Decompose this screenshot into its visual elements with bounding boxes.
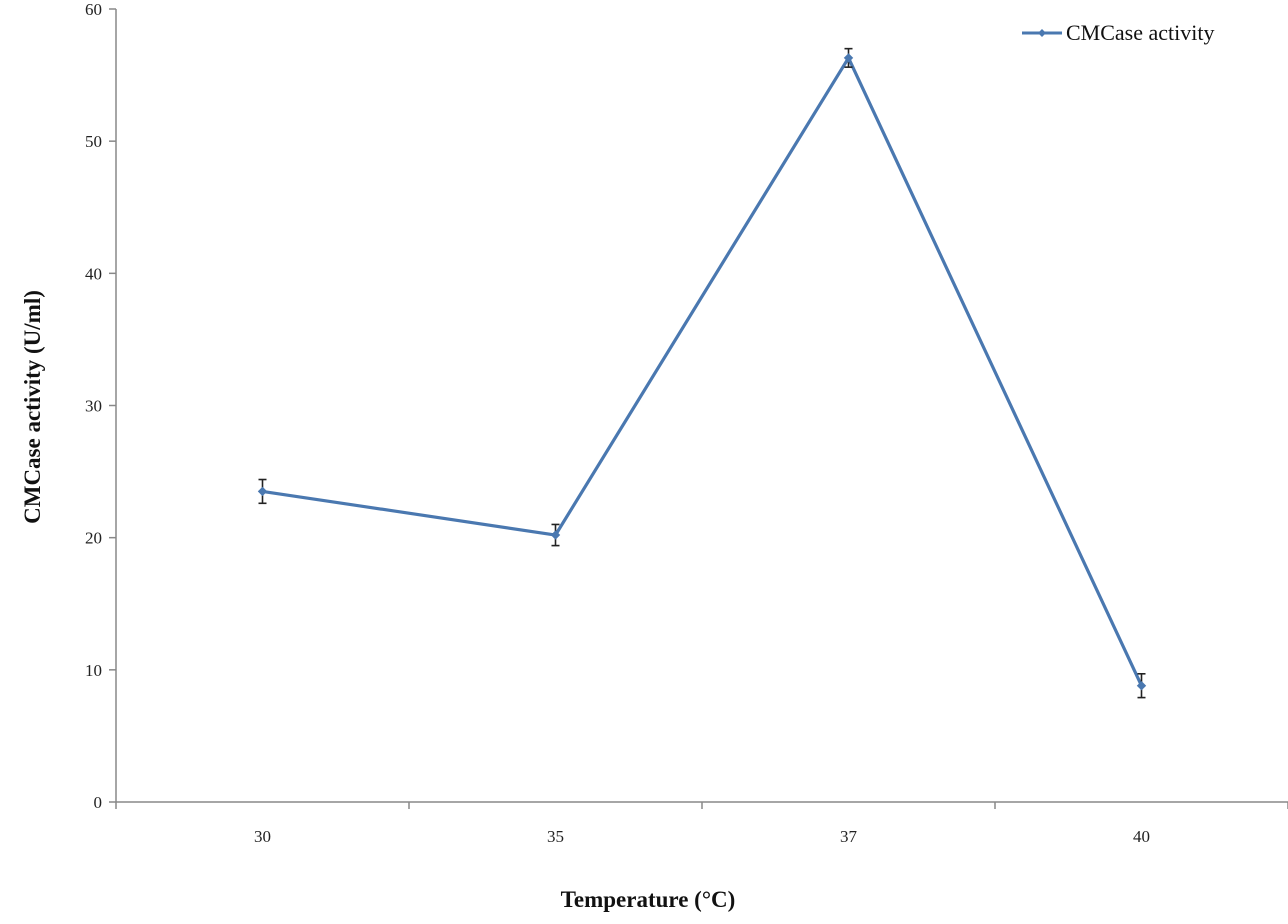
- x-tick-label: 35: [547, 827, 564, 846]
- data-point: [1136, 680, 1147, 691]
- legend-label: CMCase activity: [1066, 20, 1214, 45]
- y-tick-label: 60: [85, 0, 102, 19]
- y-tick-label: 30: [85, 397, 102, 416]
- data-point: [257, 486, 268, 497]
- x-tick-label: 30: [254, 827, 271, 846]
- y-tick-label: 0: [94, 793, 103, 812]
- data-point: [550, 530, 561, 540]
- series-layer: [257, 47, 1147, 699]
- y-axis-title: CMCase activity (U/ml): [20, 290, 45, 524]
- x-tick-label: 40: [1133, 827, 1150, 846]
- data-point: [843, 53, 854, 63]
- legend-marker: [1038, 29, 1046, 37]
- legend: CMCase activity: [1022, 20, 1214, 45]
- y-tick-label: 10: [85, 661, 102, 680]
- x-axis-title: Temperature (°C): [561, 887, 736, 912]
- y-tick-label: 50: [85, 132, 102, 151]
- y-ticks: 0 10 20 30 40 50 60: [85, 0, 116, 812]
- y-tick-label: 20: [85, 529, 102, 548]
- y-tick-label: 40: [85, 264, 102, 283]
- x-tick-label: 37: [840, 827, 858, 846]
- series-line: [262, 56, 1143, 687]
- x-ticks: 30 35 37 40: [115, 802, 1288, 846]
